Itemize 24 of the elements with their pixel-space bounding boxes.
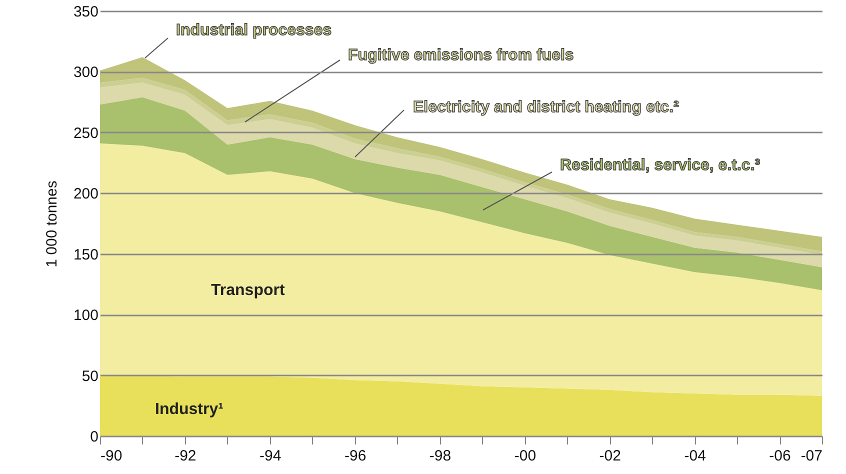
x-tick-label: -92	[174, 448, 196, 464]
x-tick-label: -00	[514, 448, 536, 464]
y-tick-label: 200	[73, 186, 98, 203]
text: Fugitive emissions from fuels	[348, 47, 574, 64]
y-tick-label: 300	[73, 64, 98, 82]
x-tick-label: -07	[800, 448, 822, 464]
text: Electricity and district heating etc.²	[413, 99, 679, 116]
x-tick-label: -98	[429, 448, 452, 464]
y-tick-label: 50	[82, 368, 98, 385]
y-tick-label: 100	[73, 307, 98, 324]
x-tick-label: -96	[344, 448, 366, 464]
x-tick-label: -06	[769, 448, 791, 464]
series-label: Industrial processes	[176, 22, 332, 39]
x-tick-label: -02	[599, 448, 621, 464]
y-tick-label: 0	[90, 428, 98, 446]
series-label: Transport	[211, 282, 286, 299]
y-tick-label: 350	[73, 4, 98, 20]
y-tick-label: 150	[73, 246, 98, 264]
x-tick-label: -94	[260, 448, 282, 464]
y-tick-label: 250	[73, 124, 98, 142]
x-tick-label: -04	[684, 448, 706, 464]
y-axis-title: 1 000 tonnes	[43, 180, 60, 268]
text: Residential, service, e.t.c.³	[560, 157, 760, 174]
x-tick-label: -90	[100, 448, 122, 464]
